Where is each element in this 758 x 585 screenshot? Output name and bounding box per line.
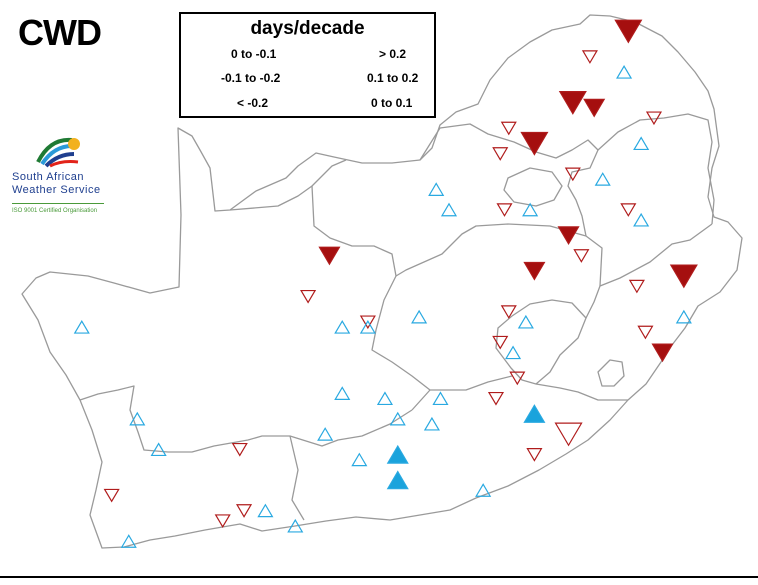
station-marker: [423, 416, 440, 431]
station-marker: [651, 343, 674, 363]
station-marker: [614, 19, 643, 44]
station-marker: [317, 427, 334, 441]
province-boundaries: [21, 14, 743, 549]
station-marker: [628, 279, 645, 294]
boundary-lim-mp: [597, 113, 715, 225]
station-marker: [120, 534, 137, 548]
station-marker: [517, 314, 534, 329]
station-marker: [103, 488, 120, 503]
station-marker: [633, 212, 650, 227]
country-outline: [21, 14, 743, 549]
station-marker: [428, 182, 445, 196]
bottom-border: [0, 576, 758, 578]
station-marker: [645, 111, 663, 126]
boundary-nw-west: [311, 159, 347, 187]
station-marker: [520, 131, 549, 156]
station-marker: [129, 411, 146, 426]
station-marker: [496, 203, 513, 217]
station-marker: [334, 386, 351, 400]
station-marker: [257, 503, 274, 518]
station-marker: [558, 91, 587, 115]
boundary-fs-ec: [411, 389, 431, 411]
station-marker: [557, 226, 580, 245]
boundary-freestate: [371, 275, 513, 391]
legend-label-pos-large: > 0.2: [379, 47, 407, 61]
station-marker: [675, 309, 692, 324]
boundary-nc-wc: [79, 385, 413, 453]
station-marker: [214, 514, 231, 529]
station-marker: [554, 422, 583, 447]
boundary-wc-ec: [289, 435, 305, 521]
eswatini-outline: [597, 359, 625, 387]
boundary-nw-lim: [419, 123, 599, 237]
logo-text-line2: Weather Service: [12, 184, 101, 196]
station-marker: [475, 483, 492, 497]
station-marker: [633, 136, 650, 151]
station-marker: [522, 202, 539, 217]
station-marker: [440, 202, 458, 217]
station-marker: [359, 319, 376, 334]
station-marker: [334, 319, 351, 334]
boundary-kzn-mp: [585, 223, 713, 319]
station-marker: [386, 470, 409, 490]
legend-title: days/decade: [250, 18, 365, 39]
station-marker: [432, 391, 449, 406]
station-marker: [300, 289, 317, 304]
station-marker: [150, 442, 167, 457]
station-marker: [235, 504, 253, 518]
station-marker: [669, 264, 698, 289]
station-marker: [637, 325, 654, 340]
station-marker: [573, 249, 590, 263]
station-marker: [616, 64, 633, 79]
station-marker: [318, 246, 341, 266]
station-marker: [620, 203, 637, 217]
station-marker: [359, 315, 376, 330]
station-marker: [581, 50, 598, 64]
boundary-nc-east: [229, 185, 603, 287]
lesotho-outline: [495, 299, 587, 385]
saws-logo-icon: [36, 137, 80, 168]
station-markers: [73, 19, 698, 548]
station-marker: [386, 444, 409, 464]
station-marker: [523, 261, 546, 281]
station-marker: [492, 147, 509, 161]
station-marker: [509, 371, 526, 386]
station-marker: [389, 411, 406, 426]
logo-iso-text: ISO 9001 Certified Organisation: [12, 208, 98, 214]
station-marker: [73, 319, 90, 334]
map-title: CWD: [18, 12, 102, 53]
station-marker: [487, 391, 505, 406]
station-marker: [583, 98, 606, 118]
legend-label-pos-medium: 0.1 to 0.2: [367, 71, 419, 85]
station-marker: [500, 305, 517, 319]
station-marker: [505, 345, 522, 360]
legend: days/decade 0 to -0.1 -0.1 to -0.2 < -0.…: [179, 12, 436, 118]
station-marker: [287, 518, 304, 533]
boundary-gauteng: [503, 167, 563, 207]
station-marker: [351, 452, 368, 467]
station-marker: [500, 121, 517, 136]
station-marker: [526, 448, 543, 462]
station-marker: [411, 309, 428, 324]
station-marker: [376, 391, 393, 406]
legend-label-neg-large: < -0.2: [237, 96, 269, 110]
legend-label-neg-small: 0 to -0.1: [231, 47, 277, 61]
logo-divider: [12, 203, 104, 204]
logo-text-line1: South African: [12, 171, 84, 183]
station-marker: [564, 167, 581, 182]
station-marker: [231, 442, 248, 457]
legend-label-neg-medium: -0.1 to -0.2: [221, 71, 281, 85]
station-marker: [492, 335, 509, 350]
legend-label-pos-small: 0 to 0.1: [371, 96, 413, 110]
boundary-ec-kzn: [535, 383, 628, 401]
station-marker: [594, 172, 611, 186]
station-marker: [523, 404, 546, 423]
